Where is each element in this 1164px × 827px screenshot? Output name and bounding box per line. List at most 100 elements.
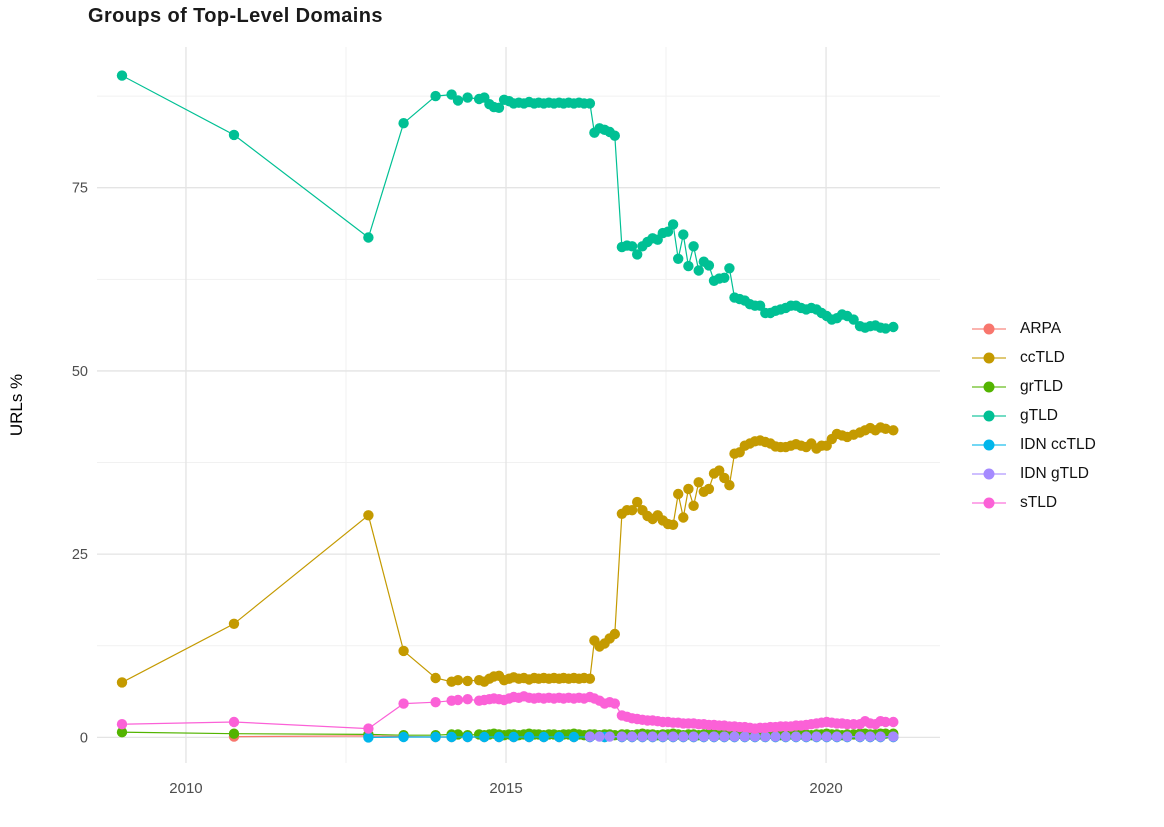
data-point-cctld xyxy=(683,483,694,495)
data-point-cctld xyxy=(462,675,473,687)
data-point-gtld xyxy=(363,232,374,243)
data-point-idn-gtld xyxy=(667,731,679,742)
data-point-idn-gtld xyxy=(594,731,605,742)
data-point-cctld xyxy=(452,675,464,686)
data-point-cctld xyxy=(880,423,891,434)
data-point-gtld xyxy=(228,129,240,141)
legend-item-arpa: ARPA xyxy=(972,318,1096,340)
data-point-idn-gtld xyxy=(790,731,802,742)
data-point-gtld xyxy=(584,98,596,109)
data-point-gtld xyxy=(609,130,620,141)
data-point-gtld xyxy=(662,226,674,237)
data-point-idn-cctld xyxy=(553,731,565,743)
data-point-cctld xyxy=(632,496,643,508)
data-point-cctld xyxy=(626,505,638,516)
x-tick-label: 2015 xyxy=(489,780,522,797)
legend-key-dot xyxy=(983,439,995,451)
y-tick-label: 50 xyxy=(72,364,88,380)
legend-key-dot xyxy=(983,468,995,480)
legend-key-dot xyxy=(983,410,995,422)
data-point-idn-gtld xyxy=(637,731,648,742)
data-point-gtld xyxy=(667,219,679,230)
legend-label: IDN ccTLD xyxy=(1020,436,1096,453)
data-point-idn-gtld xyxy=(626,731,638,742)
data-point-gtld xyxy=(452,95,464,106)
data-point-stld xyxy=(452,694,464,706)
legend-key-dot xyxy=(983,497,995,509)
data-point-gtld xyxy=(462,92,473,103)
series-line-cctld xyxy=(121,426,894,683)
data-point-cctld xyxy=(363,510,374,521)
data-point-idn-cctld xyxy=(523,731,535,743)
data-point-cctld xyxy=(693,477,704,488)
data-point-gtld xyxy=(688,241,699,252)
data-point-idn-gtld xyxy=(678,731,689,742)
legend-key-icon-cctld xyxy=(972,352,1006,365)
data-point-gtld xyxy=(626,241,638,252)
legend-item-cctld: ccTLD xyxy=(972,347,1096,369)
data-point-idn-gtld xyxy=(657,731,668,742)
legend-label: gTLD xyxy=(1020,407,1058,424)
data-point-idn-gtld xyxy=(865,731,876,742)
data-point-gtld xyxy=(398,118,409,129)
data-point-gtld xyxy=(683,260,694,272)
data-point-idn-gtld xyxy=(739,731,750,742)
data-point-gtld xyxy=(724,263,735,274)
legend-key-icon-arpa xyxy=(972,323,1006,336)
data-point-idn-cctld xyxy=(508,731,519,743)
legend-key-icon-gtld xyxy=(972,410,1006,423)
legend-item-stld: sTLD xyxy=(972,492,1096,514)
legend-key-icon-idn-gtld xyxy=(972,468,1006,481)
data-point-idn-gtld xyxy=(831,731,843,742)
data-point-idn-gtld xyxy=(821,731,832,742)
data-point-idn-gtld xyxy=(780,731,791,742)
data-point-idn-gtld xyxy=(647,731,658,742)
data-point-gtld xyxy=(848,314,859,325)
data-point-cctld xyxy=(584,673,596,684)
data-point-cctld xyxy=(667,519,679,530)
data-point-idn-gtld xyxy=(770,731,781,742)
data-point-gtld xyxy=(880,323,891,334)
legend-key-dot xyxy=(983,323,995,335)
chart-title: Groups of Top-Level Domains xyxy=(88,5,383,27)
legend-item-idn-gtld: IDN gTLD xyxy=(972,463,1096,485)
y-tick-label: 25 xyxy=(72,547,88,563)
legend-label: grTLD xyxy=(1020,378,1064,395)
data-point-stld xyxy=(398,698,409,709)
y-tick-label: 75 xyxy=(72,181,88,197)
data-point-idn-gtld xyxy=(888,731,899,742)
legend: ARPA ccTLD grTLD gTLD IDN ccTLD IDN gTLD sTLD xyxy=(972,318,1096,514)
data-point-grtld xyxy=(228,728,240,739)
data-point-cctld xyxy=(724,480,735,491)
data-point-idn-cctld xyxy=(538,731,549,743)
data-point-idn-gtld xyxy=(688,731,699,742)
data-point-cctld xyxy=(703,483,715,495)
data-point-stld xyxy=(430,697,441,708)
data-point-gtld xyxy=(678,229,689,240)
data-point-gtld xyxy=(116,70,128,81)
data-point-idn-gtld xyxy=(698,731,709,742)
legend-key-icon-grtld xyxy=(972,381,1006,394)
data-point-stld xyxy=(228,716,240,728)
x-tick-label: 2010 xyxy=(169,780,202,797)
data-point-idn-gtld xyxy=(854,731,866,742)
data-point-cctld xyxy=(116,677,128,688)
data-point-idn-cctld xyxy=(430,731,441,743)
x-tick-label: 2020 xyxy=(809,780,842,797)
legend-label: sTLD xyxy=(1020,494,1058,511)
data-point-idn-cctld xyxy=(398,731,409,743)
data-point-idn-gtld xyxy=(811,731,822,742)
data-point-stld xyxy=(116,719,128,730)
data-point-idn-cctld xyxy=(568,731,580,743)
data-point-cctld xyxy=(678,512,689,523)
data-point-cctld xyxy=(398,645,409,657)
data-point-idn-gtld xyxy=(604,731,615,742)
data-point-idn-gtld xyxy=(842,731,853,742)
data-point-idn-gtld xyxy=(875,731,886,742)
legend-key-dot xyxy=(983,381,995,393)
data-point-idn-cctld xyxy=(493,731,505,743)
data-point-gtld xyxy=(693,265,704,276)
data-point-idn-gtld xyxy=(749,731,761,742)
data-point-gtld xyxy=(703,260,715,271)
data-point-idn-gtld xyxy=(729,731,740,742)
